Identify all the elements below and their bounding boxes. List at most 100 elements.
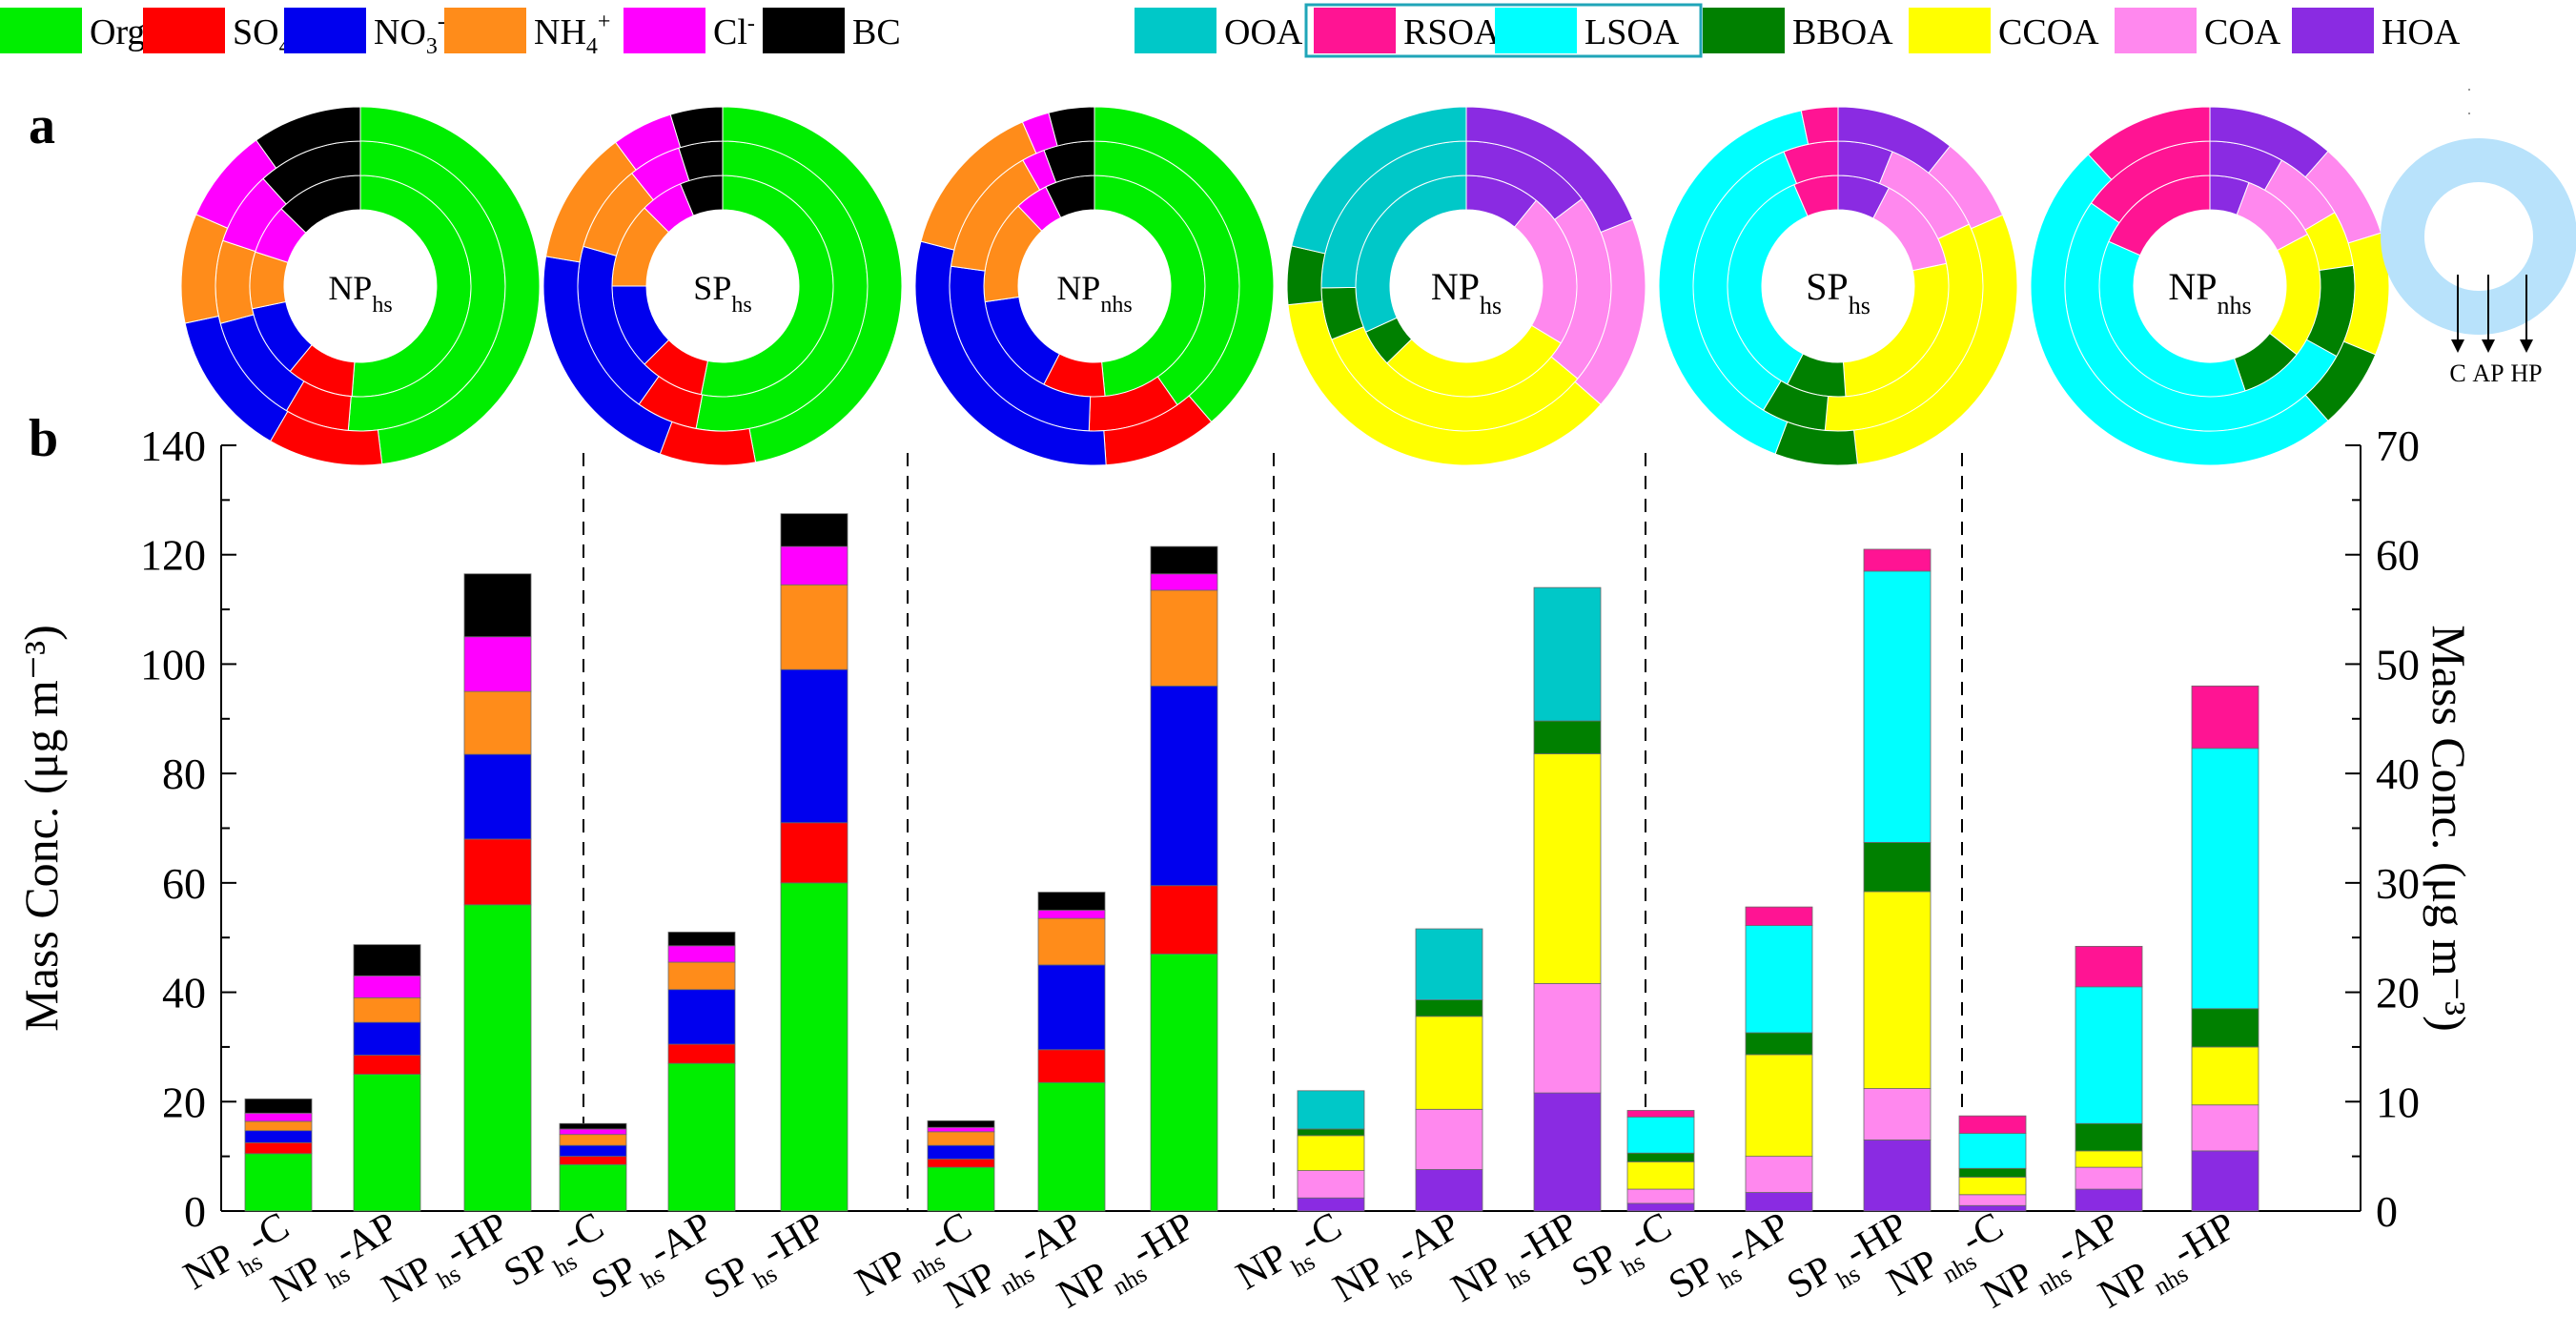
bar-segment-org [780,882,848,1212]
bar-segment-lsoa [1958,1133,2027,1169]
bar-segment-hoa [1297,1197,1365,1212]
bar-segment-lsoa [2191,748,2259,1010]
ring-key-ring [2381,138,2576,335]
bar-segment-nh4 [927,1131,995,1146]
right-tick-label: 40 [2376,750,2420,798]
legend-highlight-box [1304,3,1703,58]
bar-segment-ccoa [1863,891,1932,1089]
donut-np-nhs: NPnhs [914,106,1275,466]
bar-segment-bboa [2075,1122,2143,1152]
bar-segment-bc [463,573,532,638]
left-tick-label: 120 [140,531,206,580]
bar-segment-bc [559,1122,627,1130]
donut-slice [2087,106,2211,181]
donut-label: SPhs [693,269,751,318]
donut-slice [256,106,361,170]
bar-segment-bc [667,932,736,947]
left-bar-np-hs-ap [353,944,421,1212]
right-bar-np-nhs-hp [2191,685,2259,1212]
bar-segment-lsoa [2075,986,2143,1124]
bar-segment-bboa [1863,842,1932,893]
bar-segment-bboa [1626,1152,1695,1162]
bar-segment-coa [1745,1156,1813,1193]
right-tick-label: 70 [2376,421,2420,470]
bar-segment-so4 [463,838,532,906]
donut-sp-hs: SPhs [542,106,903,466]
bar-segment-nh4 [559,1134,627,1146]
legend-label: HOA [2382,12,2461,52]
legend-label: BBOA [1792,12,1893,52]
left-tick-label: 60 [162,859,206,908]
bar-segment-rsoa [2075,945,2143,988]
legend-swatch [284,8,366,53]
bar-segment-so4 [667,1043,736,1064]
bar-segment-no3 [244,1130,313,1143]
bar-segment-coa [2191,1104,2259,1152]
bar-segment-hoa [1533,1092,1602,1212]
bar-segment-so4 [1150,885,1218,955]
bar-segment-bboa [1533,720,1602,754]
panel-label-b: b [29,409,58,468]
bar-segment-cl [463,636,532,692]
ring-key-arrowhead [2451,339,2464,353]
bar-segment-rsoa [1958,1115,2027,1134]
bar-segment-nh4 [1150,589,1218,687]
legend-swatch [1495,8,1577,53]
left-bar-sp-hs-c [559,1122,627,1212]
donut-np-hs: NPhs [180,106,541,466]
x-tick-label: SPhs-AP [584,1204,725,1317]
x-tick-label: NPhs-AP [1326,1204,1472,1320]
legend-swatch [1909,8,1991,53]
bar-segment-bboa [1415,999,1483,1017]
donut-charts: NPhs SPhs NPnhs NPhs SPhs NPnhs [180,106,2390,466]
x-tick-label: SPhs-HP [697,1204,837,1317]
bar-chart: 0 20 40 60 80 100 120 140 0 10 20 30 40 50 60 70 Mass Co… [14,421,2476,1320]
right-bar-np-hs-ap [1415,928,1483,1212]
ring-key-label: HP [2510,359,2542,387]
bar-segment-ccoa [2191,1046,2259,1106]
bar-segment-org [1150,954,1218,1212]
donut-slice [1048,106,1095,147]
left-bar-np-hs-hp [463,573,532,1212]
bar-segment-hoa [2075,1188,2143,1212]
left-tick-label: 100 [140,640,206,688]
legend-label: RSOA [1403,12,1501,52]
bar-segment-no3 [353,1021,421,1056]
bar-segment-org [927,1166,995,1212]
right-bar-sp-hs-ap [1745,906,1813,1212]
legend-swatch [444,8,526,53]
left-bar-np-nhs-c [927,1119,995,1212]
bar-segment-so4 [1037,1049,1106,1083]
bar-segment-hoa [1415,1169,1483,1212]
donut-slice [1286,245,1326,306]
left-bar-np-nhs-ap [1037,892,1106,1212]
bar-segment-ccoa [1958,1177,2027,1196]
legend-label: BC [852,12,901,52]
bar-segment-nh4 [1037,917,1106,966]
legend-swatch [2292,8,2374,53]
legend-swatch [1703,8,1785,53]
legend-label: NH4+ [534,10,610,59]
x-tick-label: SPhs-C [1564,1204,1684,1304]
bar-segment-ooa [1533,586,1602,722]
bar-segment-nh4 [353,996,421,1023]
bar-segment-org [1037,1081,1106,1212]
bar-segment-bboa [1958,1167,2027,1178]
donut-np-nhs: NPnhs [2030,106,2390,466]
bar-segment-org [463,904,532,1212]
left-bar-np-hs-c [244,1099,313,1212]
ring-key-arrowhead [2482,339,2495,353]
bar-segment-cl [927,1126,995,1133]
left-bar-sp-hs-ap [667,932,736,1212]
bar-segment-no3 [463,753,532,840]
bar-segment-cl [244,1112,313,1122]
bar-segment-coa [1863,1088,1932,1140]
legend-label: Org [90,12,145,52]
left-tick-label: 140 [140,421,206,470]
bar-segment-org [667,1062,736,1212]
bar-segment-nh4 [780,584,848,670]
bar-segment-nh4 [667,961,736,991]
bar-segment-org [244,1153,313,1212]
bar-segment-ooa [1415,928,1483,1001]
